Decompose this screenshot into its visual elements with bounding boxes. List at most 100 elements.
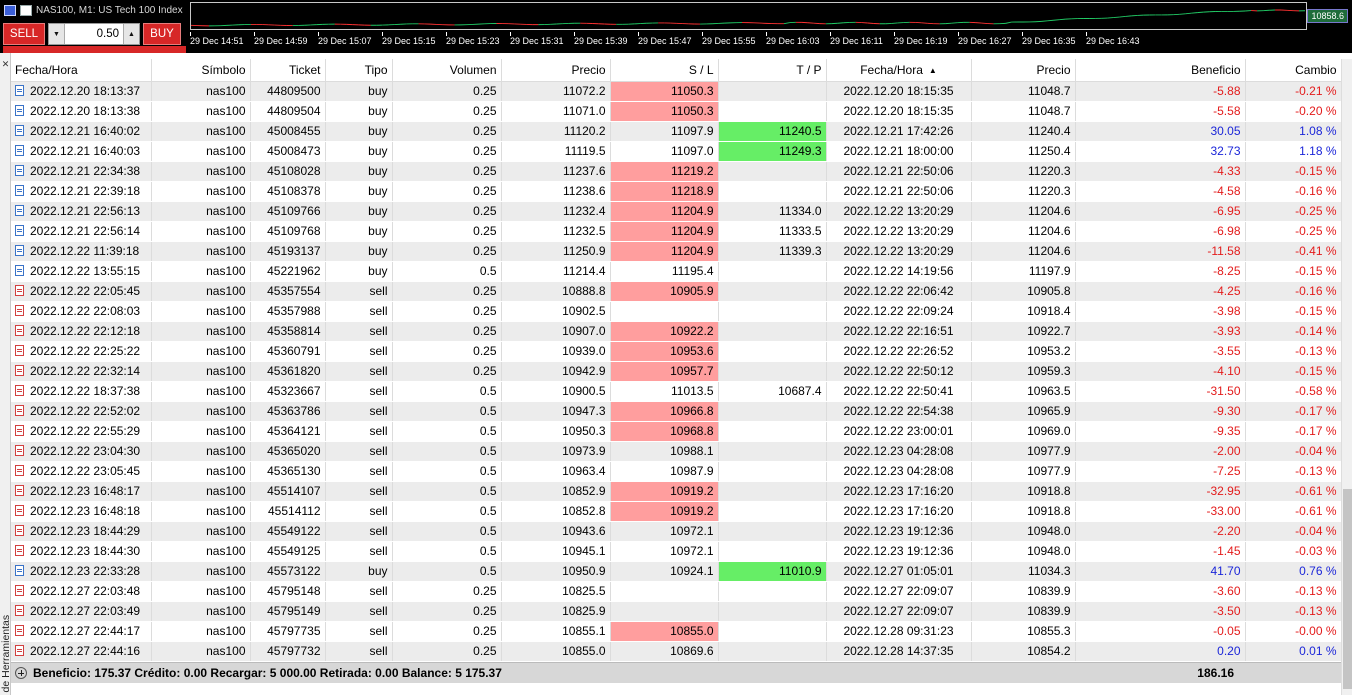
- expand-icon[interactable]: [15, 667, 27, 679]
- header-profit[interactable]: Beneficio: [1075, 59, 1246, 82]
- cell-close-time: 2022.12.22 23:00:01: [826, 421, 972, 442]
- table-row[interactable]: 2022.12.21 22:39:18 nas100 45108378 buy 0.25…: [11, 181, 1342, 202]
- cell-ticket: 45357988: [250, 301, 326, 322]
- cell-type: sell: [325, 281, 393, 302]
- table-row[interactable]: 2022.12.22 22:05:45 nas100 45357554 sell 0.2…: [11, 281, 1342, 302]
- header-symbol[interactable]: Símbolo: [151, 59, 251, 82]
- table-row[interactable]: 2022.12.22 23:04:30 nas100 45365020 sell 0.5…: [11, 441, 1342, 462]
- cell-volume: 0.25: [392, 361, 502, 382]
- cell-type: sell: [325, 401, 393, 422]
- table-row[interactable]: 2022.12.22 22:25:22 nas100 45360791 sell 0.2…: [11, 341, 1342, 362]
- header-sl[interactable]: S / L: [610, 59, 719, 82]
- cell-open-time: 2022.12.22 23:05:45: [11, 461, 152, 482]
- volume-stepper[interactable]: ▼ 0.50 ▲: [48, 23, 140, 45]
- cell-type: sell: [325, 381, 393, 402]
- table-row[interactable]: 2022.12.22 22:32:14 nas100 45361820 sell 0.2…: [11, 361, 1342, 382]
- cell-volume: 0.25: [392, 581, 502, 602]
- table-row[interactable]: 2022.12.22 13:55:15 nas100 45221962 buy 0.5 1…: [11, 261, 1342, 282]
- sort-ascending-icon: ▲: [928, 65, 937, 75]
- cell-close-time: 2022.12.22 22:26:52: [826, 341, 972, 362]
- cell-type: sell: [325, 601, 393, 622]
- table-row[interactable]: 2022.12.22 23:05:45 nas100 45365130 sell 0.5…: [11, 461, 1342, 482]
- cell-close-time: 2022.12.27 22:09:07: [826, 581, 972, 602]
- cell-tp: 11240.5: [718, 121, 827, 142]
- cell-tp: [718, 301, 827, 322]
- table-row[interactable]: 2022.12.22 22:55:29 nas100 45364121 sell 0.5…: [11, 421, 1342, 442]
- cell-price: 10900.5: [501, 381, 611, 402]
- table-row[interactable]: 2022.12.20 18:13:37 nas100 44809500 buy 0.25…: [11, 81, 1342, 102]
- table-row[interactable]: 2022.12.27 22:03:48 nas100 45795148 sell 0.2…: [11, 581, 1342, 602]
- cell-profit: -0.05: [1075, 621, 1246, 642]
- cell-sl: 11013.5: [610, 381, 719, 402]
- table-row[interactable]: 2022.12.21 22:34:38 nas100 45108028 buy 0.25…: [11, 161, 1342, 182]
- cell-close-time: 2022.12.22 22:54:38: [826, 401, 972, 422]
- header-ticket[interactable]: Ticket: [250, 59, 326, 82]
- table-row[interactable]: 2022.12.27 22:03:49 nas100 45795149 sell 0.2…: [11, 601, 1342, 622]
- cell-close-time: 2022.12.20 18:15:35: [826, 81, 972, 102]
- table-row[interactable]: 2022.12.21 16:40:03 nas100 45008473 buy 0.25…: [11, 141, 1342, 162]
- table-row[interactable]: 2022.12.27 22:44:17 nas100 45797735 sell 0.2…: [11, 621, 1342, 642]
- cell-close-time: 2022.12.22 22:16:51: [826, 321, 972, 342]
- cell-open-time: 2022.12.21 22:56:14: [11, 221, 152, 242]
- header-volume[interactable]: Volumen: [392, 59, 502, 82]
- chart-menu-icon[interactable]: [4, 4, 16, 16]
- sell-button[interactable]: SELL: [3, 23, 45, 45]
- table-row[interactable]: 2022.12.22 11:39:18 nas100 45193137 buy 0.25…: [11, 241, 1342, 262]
- table-row[interactable]: 2022.12.23 16:48:18 nas100 45514112 sell 0.5…: [11, 501, 1342, 522]
- cell-ticket: 44809500: [250, 81, 326, 102]
- price-chart[interactable]: [190, 2, 1307, 30]
- cell-tp: [718, 81, 827, 102]
- chart-window[interactable]: NAS100, M1: US Tech 100 Index 10858.6 29…: [0, 0, 1352, 53]
- cell-price: 10902.5: [501, 301, 611, 322]
- cell-profit: -9.35: [1075, 421, 1246, 442]
- cell-change: -0.00 %: [1245, 621, 1342, 642]
- header-tp[interactable]: T / P: [718, 59, 827, 82]
- toolbox-side-tab[interactable]: ✕ Caja de Herramientas: [0, 53, 12, 695]
- cell-sl: 10922.2: [610, 321, 719, 342]
- header-close-time[interactable]: Fecha/Hora ▲: [826, 59, 972, 82]
- table-row[interactable]: 2022.12.22 22:52:02 nas100 45363786 sell 0.5…: [11, 401, 1342, 422]
- cell-sl: 11050.3: [610, 101, 719, 122]
- cell-symbol: nas100: [151, 261, 251, 282]
- cell-sl: 11204.9: [610, 221, 719, 242]
- table-row[interactable]: 2022.12.23 16:48:17 nas100 45514107 sell 0.5…: [11, 481, 1342, 502]
- header-price[interactable]: Precio: [501, 59, 611, 82]
- cell-price: 11072.2: [501, 81, 611, 102]
- cell-profit: -32.95: [1075, 481, 1246, 502]
- close-icon[interactable]: ✕: [1, 59, 10, 69]
- table-row[interactable]: 2022.12.21 22:56:14 nas100 45109768 buy 0.25…: [11, 221, 1342, 242]
- spin-up-icon[interactable]: ▲: [123, 24, 139, 44]
- deal-icon: [15, 305, 24, 316]
- vertical-scrollbar[interactable]: [1341, 59, 1352, 695]
- cell-close-price: 10969.0: [971, 421, 1076, 442]
- scrollbar-thumb[interactable]: [1343, 489, 1352, 689]
- table-row[interactable]: 2022.12.23 18:44:29 nas100 45549122 sell 0.5…: [11, 521, 1342, 542]
- chart-title: NAS100, M1: US Tech 100 Index: [36, 4, 183, 16]
- table-row[interactable]: 2022.12.22 18:37:38 nas100 45323667 sell 0.5…: [11, 381, 1342, 402]
- cell-close-price: 10839.9: [971, 601, 1076, 622]
- table-row[interactable]: 2022.12.21 16:40:02 nas100 45008455 buy 0.25…: [11, 121, 1342, 142]
- header-type[interactable]: Tipo: [325, 59, 393, 82]
- table-row[interactable]: 2022.12.21 22:56:13 nas100 45109766 buy 0.25…: [11, 201, 1342, 222]
- time-label: 29 Dec 15:55: [702, 36, 756, 46]
- cell-price: 10852.8: [501, 501, 611, 522]
- table-row[interactable]: 2022.12.22 22:12:18 nas100 45358814 sell 0.2…: [11, 321, 1342, 342]
- header-change[interactable]: Cambio: [1245, 59, 1342, 82]
- table-row[interactable]: 2022.12.23 18:44:30 nas100 45549125 sell 0.5…: [11, 541, 1342, 562]
- deal-icon: [15, 185, 24, 196]
- header-close-price[interactable]: Precio: [971, 59, 1076, 82]
- spin-down-icon[interactable]: ▼: [49, 24, 65, 44]
- cell-close-time: 2022.12.22 13:20:29: [826, 201, 972, 222]
- header-open-time[interactable]: Fecha/Hora: [11, 59, 152, 82]
- cell-type: buy: [325, 161, 393, 182]
- cell-close-time: 2022.12.21 18:00:00: [826, 141, 972, 162]
- volume-input[interactable]: 0.50: [96, 28, 119, 40]
- table-row[interactable]: 2022.12.22 22:08:03 nas100 45357988 sell 0.2…: [11, 301, 1342, 322]
- table-row[interactable]: 2022.12.27 22:44:16 nas100 45797732 sell 0.2…: [11, 641, 1342, 662]
- table-row[interactable]: 2022.12.20 18:13:38 nas100 44809504 buy 0.25…: [11, 101, 1342, 122]
- deal-icon: [15, 425, 24, 436]
- buy-button[interactable]: BUY: [143, 23, 181, 45]
- price-segment: [1059, 18, 1066, 21]
- cell-ticket: 45361820: [250, 361, 326, 382]
- table-row[interactable]: 2022.12.23 22:33:28 nas100 45573122 buy 0.5 1…: [11, 561, 1342, 582]
